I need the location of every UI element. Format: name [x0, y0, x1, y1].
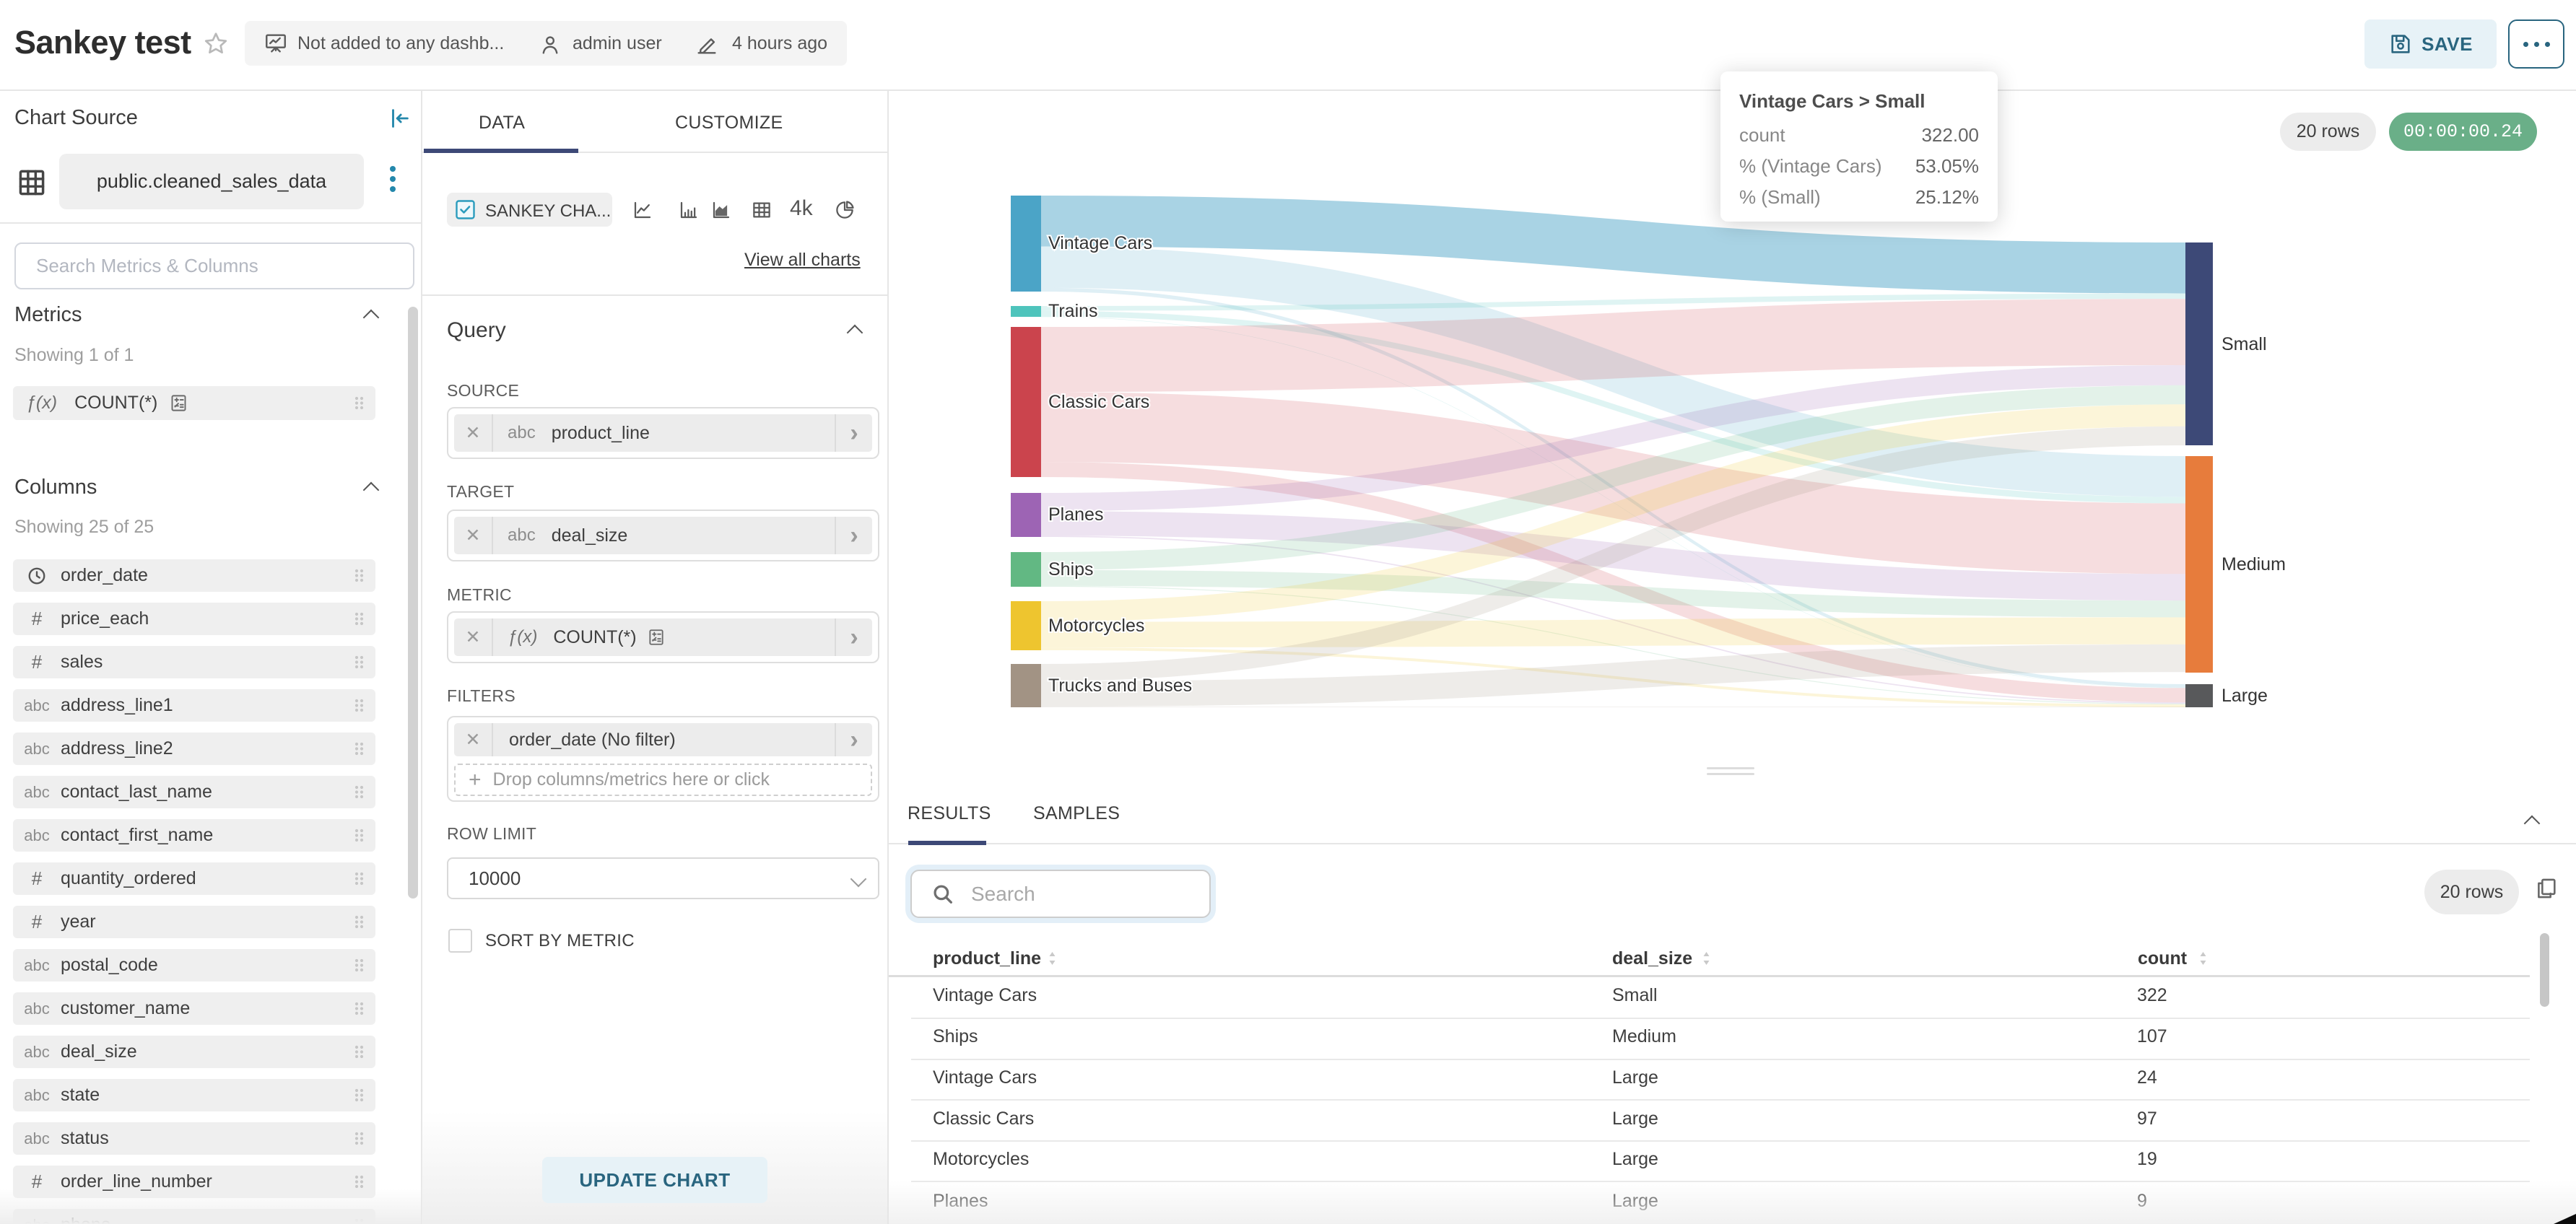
svg-text:Planes: Planes	[1048, 504, 1103, 525]
svg-text:Classic Cars: Classic Cars	[1048, 392, 1149, 412]
svg-text:Ships: Ships	[1048, 559, 1094, 580]
svg-text:Trains: Trains	[1048, 301, 1098, 321]
svg-text:Trucks and Buses: Trucks and Buses	[1048, 676, 1192, 696]
svg-text:Vintage Cars: Vintage Cars	[1048, 233, 1152, 253]
svg-text:Large: Large	[2222, 686, 2268, 706]
svg-text:Small: Small	[2222, 334, 2267, 354]
svg-text:Motorcycles: Motorcycles	[1048, 616, 1144, 636]
svg-text:Medium: Medium	[2222, 554, 2286, 574]
